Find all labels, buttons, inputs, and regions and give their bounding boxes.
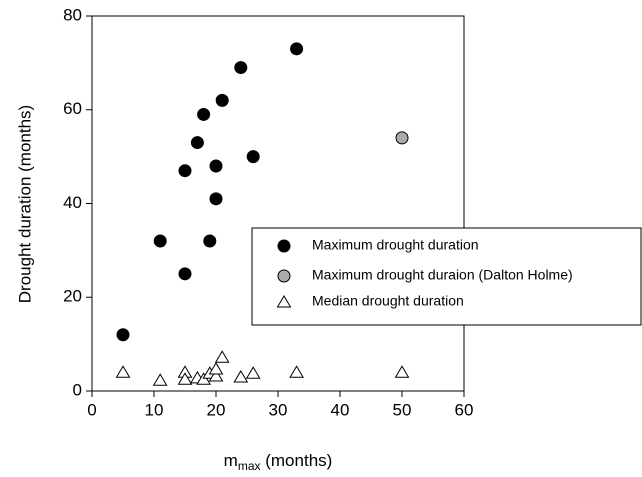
x-tick-label: 20: [207, 400, 226, 419]
plot-frame: [91, 15, 465, 392]
y-tick-label: 0: [73, 380, 82, 399]
x-label-sub: max: [238, 459, 261, 473]
point: [116, 328, 130, 342]
point: [197, 107, 211, 121]
point: [289, 365, 304, 378]
x-tick-label: 10: [145, 400, 164, 419]
point: [153, 234, 167, 248]
legend-marker: [277, 269, 291, 283]
point: [203, 234, 217, 248]
x-tick-label: 50: [393, 400, 412, 419]
point: [196, 372, 211, 385]
x-tick-label: 30: [269, 400, 288, 419]
y-axis-label: Drought duration (months): [15, 105, 34, 303]
point: [245, 366, 261, 379]
legend-label: Median drought duration: [312, 293, 464, 309]
point: [178, 267, 192, 281]
point: [190, 136, 204, 150]
point: [234, 61, 248, 75]
y-tick-label: 20: [63, 287, 82, 306]
point: [214, 350, 230, 363]
x-tick-label: 60: [455, 400, 474, 419]
point: [178, 164, 192, 178]
point: [233, 369, 249, 383]
point: [208, 369, 224, 382]
legend-label: Maximum drought duraion (Dalton Holme): [312, 267, 573, 283]
y-tick-label: 60: [63, 99, 82, 118]
legend-label: Maximum drought duration: [312, 237, 479, 253]
legend-box: [251, 227, 642, 326]
legend-marker: [276, 295, 292, 308]
point: [208, 361, 224, 375]
point: [215, 93, 229, 107]
point: [394, 365, 410, 378]
point: [246, 150, 260, 164]
point: [115, 365, 131, 378]
x-label-rest: (months): [261, 451, 333, 470]
y-tick-label: 40: [63, 193, 82, 212]
x-tick-label: 0: [87, 400, 96, 419]
point: [177, 372, 193, 385]
x-axis-label: mmax (months): [224, 451, 333, 473]
x-tick-label: 40: [331, 400, 350, 419]
legend-marker: [277, 239, 291, 253]
point: [395, 131, 409, 145]
x-label-main: m: [224, 451, 238, 470]
y-tick-label: 80: [63, 5, 82, 24]
point: [152, 373, 168, 386]
point: [209, 192, 223, 206]
point: [209, 159, 223, 173]
point: [290, 42, 304, 56]
